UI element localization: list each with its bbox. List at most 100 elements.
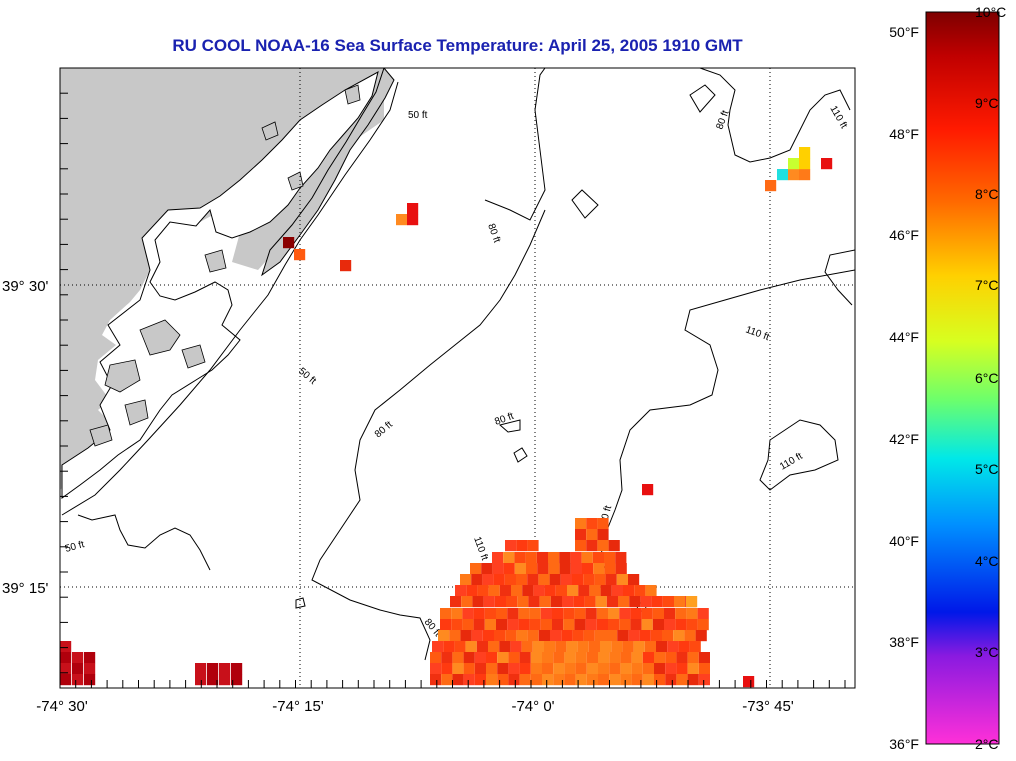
- sst-pixel: [550, 596, 562, 608]
- sst-pixel: [642, 674, 654, 686]
- sst-pixel: [477, 585, 489, 597]
- sst-pixel: [574, 619, 586, 631]
- sst-pixel: [492, 552, 504, 564]
- sst-pixel: [559, 563, 571, 575]
- sst-pixel: [440, 608, 452, 620]
- sst-pixel: [528, 596, 540, 608]
- sst-pixel: [573, 596, 585, 608]
- sst-pixel: [505, 540, 517, 552]
- sst-pixel: [396, 214, 408, 226]
- sst-pixel: [517, 596, 529, 608]
- marsh-islands: [89, 84, 361, 447]
- sst-pixel: [530, 652, 542, 664]
- sst-pixel: [676, 663, 688, 675]
- sst-pixel: [508, 663, 520, 675]
- sst-pixel: [631, 652, 643, 664]
- sst-pixel: [665, 652, 677, 664]
- sst-pixel: [592, 552, 604, 564]
- sst-pixel: [450, 596, 462, 608]
- plot-area: 50 ft 80 ft 110 ft 80 ft 110 ft 50 ft 80…: [60, 68, 855, 688]
- sst-pixel: [452, 652, 464, 664]
- sst-pixel: [642, 663, 654, 675]
- plot-frame: [59, 67, 856, 689]
- sst-pixel: [605, 574, 617, 586]
- sst-pixel: [549, 574, 561, 586]
- sst-pixel: [609, 652, 621, 664]
- sst-pixel: [620, 652, 632, 664]
- sst-pixel: [72, 663, 84, 675]
- sst-pixel: [641, 619, 653, 631]
- sst-pixel: [566, 641, 578, 653]
- colorbar-f-label: 36°F: [889, 736, 919, 752]
- sst-pixel: [516, 540, 528, 552]
- sst-pixel: [471, 630, 483, 642]
- sst-pixel: [527, 630, 539, 642]
- colorbar-c-label: 3°C: [975, 644, 999, 660]
- sst-pixel: [604, 563, 616, 575]
- sst-pixel: [470, 563, 482, 575]
- sst-pixel: [631, 674, 643, 686]
- sst-pixel: [640, 596, 652, 608]
- sst-pixel: [695, 630, 707, 642]
- colorbar-c-label: 8°C: [975, 186, 999, 202]
- x-tick-label: -73° 45': [742, 698, 794, 715]
- sst-pixel: [499, 641, 511, 653]
- sst-pixel: [407, 203, 419, 215]
- sst-pixel: [595, 596, 607, 608]
- sst-pixel: [463, 663, 475, 675]
- sst-pixel: [559, 552, 571, 564]
- sst-pixel: [604, 552, 616, 564]
- sst-pixel: [572, 574, 584, 586]
- sst-pixel: [609, 663, 621, 675]
- sst-pixel: [698, 663, 710, 675]
- sst-pixel: [486, 663, 498, 675]
- sst-pixel: [575, 663, 587, 675]
- sst-pixel: [486, 674, 498, 686]
- sst-pixel: [506, 596, 518, 608]
- sst-pixel: [482, 574, 494, 586]
- sst-pixel: [451, 608, 463, 620]
- sst-pixel: [585, 619, 597, 631]
- sst-pixel: [799, 158, 811, 170]
- y-tick-label: 39° 30': [2, 278, 49, 295]
- y-axis-labels: 39° 30' 39° 15': [2, 278, 49, 597]
- sst-pixel: [507, 608, 519, 620]
- sst-pixel: [650, 630, 662, 642]
- sst-pixel: [533, 585, 545, 597]
- sst-pixel: [538, 574, 550, 586]
- page-title: RU COOL NOAA-16 Sea Surface Temperature:…: [172, 36, 743, 55]
- sst-pixel: [667, 641, 679, 653]
- sst-pixel: [430, 674, 442, 686]
- sst-pixel: [628, 630, 640, 642]
- sst-pixel: [443, 641, 455, 653]
- sst-pixel: [60, 641, 72, 653]
- sst-pixel: [598, 652, 610, 664]
- sst-pixel: [488, 585, 500, 597]
- sst-pixel: [538, 630, 550, 642]
- sst-pixel: [460, 630, 472, 642]
- sst-pixel: [484, 608, 496, 620]
- sst-pixel: [697, 608, 709, 620]
- sst-pixel: [597, 529, 609, 541]
- sst-pixel: [577, 641, 589, 653]
- sst-pixel: [645, 585, 657, 597]
- sst-pixel: [514, 552, 526, 564]
- sst-pixel: [564, 674, 576, 686]
- sst-pixel: [563, 619, 575, 631]
- sst-pixel: [698, 674, 710, 686]
- sst-pixel: [441, 663, 453, 675]
- colorbar-f-label: 50°F: [889, 24, 919, 40]
- sst-pixel: [628, 574, 640, 586]
- sst-pixel: [525, 552, 537, 564]
- sst-pixel: [463, 652, 475, 664]
- sst-pixel: [530, 663, 542, 675]
- colorbar-celsius-labels: 10°C 9°C 8°C 7°C 6°C 5°C 4°C 3°C 2°C: [975, 4, 1006, 752]
- sst-pixel: [687, 663, 699, 675]
- sst-pixel: [542, 652, 554, 664]
- sst-pixel: [570, 563, 582, 575]
- sst-pixel: [598, 674, 610, 686]
- sst-pixel: [294, 249, 306, 261]
- sst-pixel: [504, 574, 516, 586]
- y-tick-label: 39° 15': [2, 580, 49, 597]
- sst-pixel: [631, 663, 643, 675]
